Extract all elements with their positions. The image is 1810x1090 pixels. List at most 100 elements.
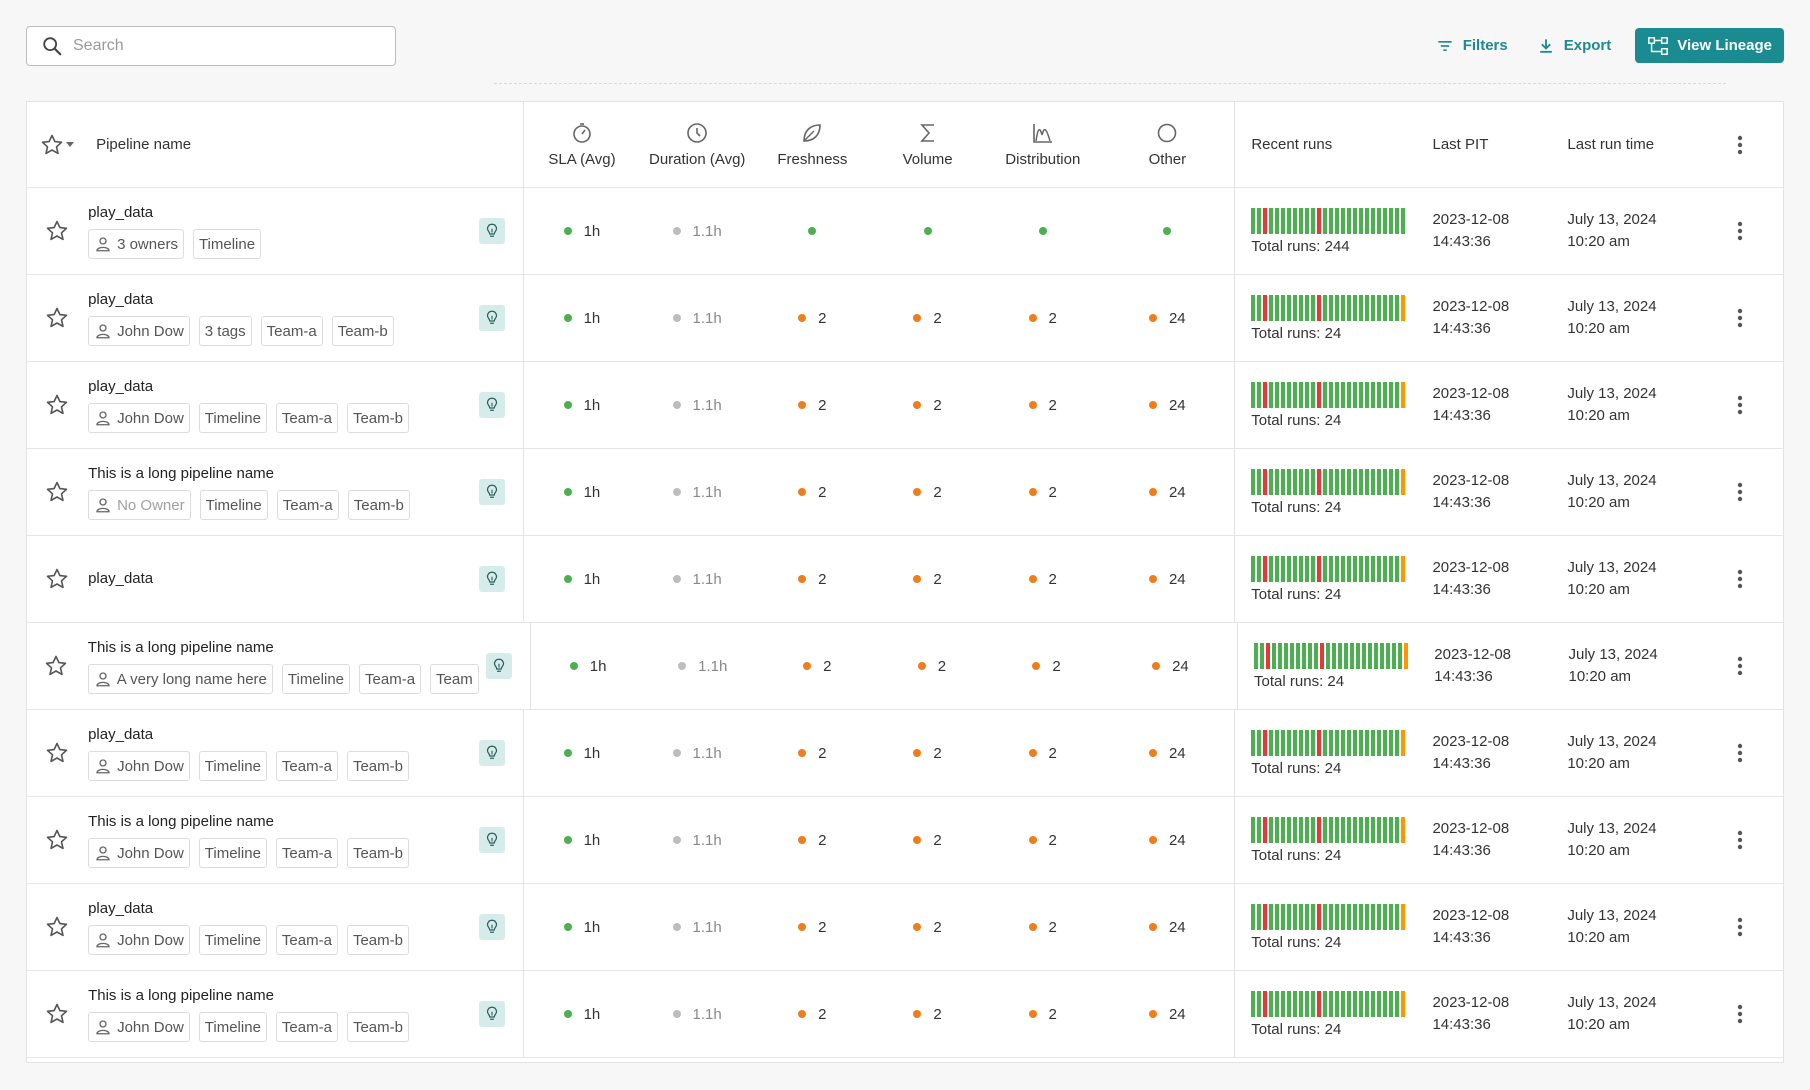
run-bar[interactable] [1335,903,1340,930]
run-bar[interactable] [1263,729,1268,756]
cell-pipeline[interactable]: play_data 3 owners Timeline [86,188,525,274]
run-bar[interactable] [1269,729,1274,756]
run-bar[interactable] [1329,903,1334,930]
row-more-button[interactable] [1697,710,1783,796]
run-bar[interactable] [1305,381,1310,408]
table-row[interactable]: This is a long pipeline name No Owner Tim… [27,449,1783,536]
row-more-button[interactable] [1697,797,1783,883]
run-bar[interactable] [1371,903,1376,930]
run-bar[interactable] [1293,555,1298,582]
run-bar[interactable] [1263,468,1268,495]
run-bar[interactable] [1281,816,1286,843]
favorite-button[interactable] [27,797,86,883]
run-bar[interactable] [1287,207,1292,234]
run-bar[interactable] [1335,990,1340,1017]
run-bar[interactable] [1368,642,1373,669]
run-bar[interactable] [1359,207,1364,234]
run-bar[interactable] [1311,816,1316,843]
run-bar[interactable] [1383,294,1388,321]
favorite-button[interactable] [27,536,86,622]
pipeline-name[interactable]: play_data [88,204,154,221]
run-bar[interactable] [1269,903,1274,930]
header-distribution[interactable]: Distribution [985,102,1100,187]
tag[interactable]: Team-a [275,1012,338,1042]
run-bar[interactable] [1365,990,1370,1017]
run-bar[interactable] [1365,729,1370,756]
tag[interactable]: Timeline [198,925,267,955]
run-bar[interactable] [1383,729,1388,756]
tag[interactable]: Timeline [198,1012,267,1042]
run-bar[interactable] [1296,642,1301,669]
run-bar[interactable] [1389,729,1394,756]
run-bar[interactable] [1377,468,1382,495]
run-bar[interactable] [1353,207,1358,234]
tag[interactable]: Timeline [198,838,267,868]
run-bar[interactable] [1251,990,1256,1017]
run-bar[interactable] [1251,555,1256,582]
run-bar[interactable] [1257,555,1262,582]
run-bar[interactable] [1347,555,1352,582]
run-bar[interactable] [1329,207,1334,234]
run-bar[interactable] [1272,642,1277,669]
owner-tag[interactable]: No Owner [88,490,191,520]
run-bar[interactable] [1299,294,1304,321]
run-bar[interactable] [1275,903,1280,930]
run-bar[interactable] [1257,294,1262,321]
run-bar[interactable] [1281,294,1286,321]
run-bar[interactable] [1323,816,1328,843]
cell-pipeline[interactable]: This is a long pipeline name John Dow Tim… [86,971,525,1057]
header-last-pit[interactable]: Last PIT [1433,102,1568,187]
row-more-button[interactable] [1697,536,1783,622]
run-bar[interactable] [1263,207,1268,234]
run-bar[interactable] [1401,207,1406,234]
run-bar[interactable] [1275,729,1280,756]
run-bar[interactable] [1404,642,1409,669]
run-bar[interactable] [1251,816,1256,843]
run-bar[interactable] [1371,294,1376,321]
run-bar[interactable] [1263,381,1268,408]
run-bar[interactable] [1353,816,1358,843]
run-bar[interactable] [1341,729,1346,756]
pipeline-name[interactable]: play_data [88,291,154,308]
run-bar[interactable] [1329,729,1334,756]
run-bar[interactable] [1386,642,1391,669]
run-bar[interactable] [1347,990,1352,1017]
run-bar[interactable] [1287,468,1292,495]
run-bar[interactable] [1335,816,1340,843]
run-bar[interactable] [1320,642,1325,669]
owner-tag[interactable]: John Dow [88,1012,190,1042]
run-bar[interactable] [1377,381,1382,408]
owner-tag[interactable]: John Dow [88,925,190,955]
run-bar[interactable] [1287,990,1292,1017]
table-row[interactable]: This is a long pipeline name John Dow Tim… [27,797,1783,884]
run-bar[interactable] [1314,642,1319,669]
run-bar[interactable] [1302,642,1307,669]
run-bar[interactable] [1323,381,1328,408]
owner-tag[interactable]: 3 owners [88,229,184,259]
insights-button[interactable] [479,1001,506,1027]
cell-pipeline[interactable]: play_data John Dow Timeline Team-a Team-b [86,362,525,448]
run-bar[interactable] [1395,294,1400,321]
run-bar[interactable] [1341,207,1346,234]
run-bar[interactable] [1284,642,1289,669]
recent-runs-bar[interactable] [1251,729,1431,756]
run-bar[interactable] [1344,642,1349,669]
row-more-button[interactable] [1697,275,1783,361]
row-more-button[interactable] [1697,971,1783,1057]
run-bar[interactable] [1293,903,1298,930]
insights-button[interactable] [479,914,506,940]
table-row[interactable]: play_data John Dow Timeline Team-a Team-b 1… [27,884,1783,971]
run-bar[interactable] [1338,642,1343,669]
run-bar[interactable] [1269,468,1274,495]
run-bar[interactable] [1293,207,1298,234]
tag[interactable]: Team-b [346,1012,409,1042]
run-bar[interactable] [1347,729,1352,756]
run-bar[interactable] [1377,990,1382,1017]
run-bar[interactable] [1401,294,1406,321]
run-bar[interactable] [1287,903,1292,930]
favorite-filter[interactable] [27,102,86,187]
header-pipeline-name[interactable]: Pipeline name [86,102,525,187]
run-bar[interactable] [1365,816,1370,843]
run-bar[interactable] [1305,903,1310,930]
tag[interactable]: Team-a [276,490,339,520]
